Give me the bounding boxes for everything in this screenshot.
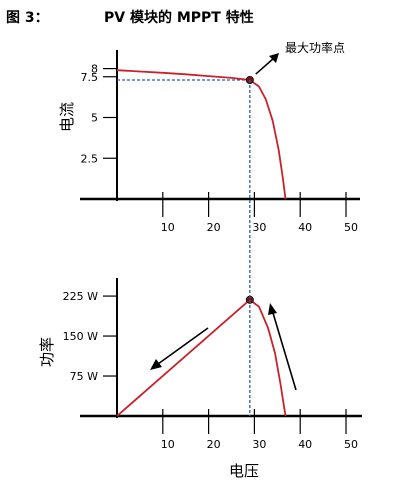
- y-tick-label: 8: [91, 63, 98, 76]
- y-axis-label: 功率: [38, 337, 56, 367]
- left-arrow-shaft: [157, 327, 209, 365]
- series-line: [116, 298, 287, 417]
- x-tick-label: 50: [344, 221, 358, 234]
- x-tick-label: 30: [252, 221, 266, 234]
- x-tick-label: 20: [207, 221, 221, 234]
- current-voltage-chart: 10 20 30 40 50 87.5 5 2.5 电流 最大功率点: [58, 40, 360, 234]
- y-tick-label: 7.5: [81, 71, 99, 84]
- mpp-annotation: 最大功率点: [285, 40, 345, 55]
- y-tick-label: 150 W: [63, 330, 98, 343]
- y-axis-label: 电流: [58, 102, 76, 132]
- x-tick-label: 10: [161, 221, 175, 234]
- figure-label: 图 3：: [6, 10, 49, 26]
- y-tick-label: 225 W: [63, 290, 98, 303]
- right-arrow-shaft: [272, 312, 297, 391]
- annotation-arrow-head: [269, 53, 279, 63]
- y-tick-label: 5: [91, 112, 98, 125]
- x-tick-label: 40: [298, 221, 312, 234]
- y-tick-label: 2.5: [81, 152, 99, 165]
- y-tick-label: 75 W: [70, 370, 98, 383]
- right-arrow-head: [268, 303, 277, 315]
- annotation-arrow-shaft: [255, 57, 275, 75]
- x-tick-label: 40: [298, 438, 312, 451]
- x-tick-label: 10: [161, 438, 175, 451]
- figure-title: PV 模块的 MPPT 特性: [104, 9, 254, 26]
- x-tick-label: 20: [207, 438, 221, 451]
- x-tick-label: 50: [344, 438, 358, 451]
- x-tick-label: 30: [252, 438, 266, 451]
- series-line: [116, 69, 287, 200]
- left-arrow-head: [150, 359, 162, 370]
- x-axis-label: 电压: [229, 462, 259, 480]
